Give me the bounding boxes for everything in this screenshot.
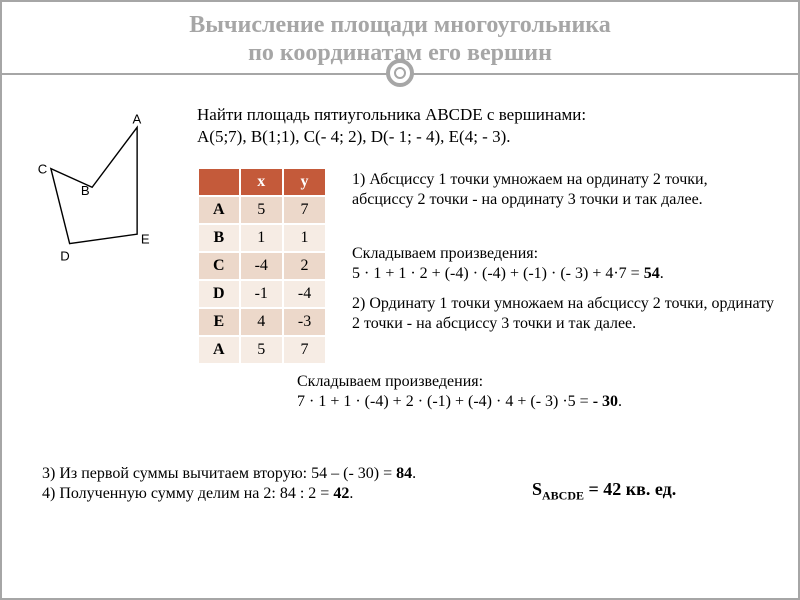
cell-y: -4: [283, 280, 326, 308]
title-line-1: Вычисление площади многоугольника: [22, 12, 778, 40]
row-key: D: [198, 280, 240, 308]
sum-2-label: Складываем произведения:: [297, 373, 483, 390]
sum-1-block: Складываем произведения: 5 · 1 + 1 · 2 +…: [352, 244, 782, 284]
cell-y: 7: [283, 336, 326, 364]
sum-2-expr: 7 · 1 + 1 · (-4) + 2 · (-1) + (-4) · 4 +…: [297, 393, 593, 410]
answer-subscript: ABCDE: [542, 489, 584, 503]
vertex-label-b: B: [81, 183, 90, 198]
divider-ornament-icon: [386, 59, 414, 87]
step-4-period: .: [349, 485, 353, 502]
table-header-row: x y: [198, 168, 326, 196]
row-key: C: [198, 252, 240, 280]
step-3-result: 84: [396, 465, 412, 482]
sum-1-period: .: [660, 265, 664, 282]
sum-1-label: Складываем произведения:: [352, 245, 538, 262]
cell-x: 1: [240, 224, 283, 252]
pentagon-diagram: A B C D E: [34, 112, 184, 272]
step-3-period: .: [412, 465, 416, 482]
cell-y: -3: [283, 308, 326, 336]
cell-x: 5: [240, 336, 283, 364]
answer-value: = 42 кв. ед.: [584, 479, 676, 499]
table-row: B11: [198, 224, 326, 252]
answer-symbol: S: [532, 479, 542, 499]
sum-2-block: Складываем произведения: 7 · 1 + 1 · (-4…: [297, 372, 787, 412]
sum-2-result: - 30: [593, 393, 618, 410]
cell-y: 2: [283, 252, 326, 280]
final-answer: SABCDE = 42 кв. ед.: [532, 479, 676, 504]
problem-line-2: А(5;7), В(1;1), С(- 4; 2), D(- 1; - 4), …: [197, 127, 511, 146]
vertex-label-a: A: [132, 112, 141, 127]
table-row: A57: [198, 336, 326, 364]
col-x: x: [240, 168, 283, 196]
row-key: B: [198, 224, 240, 252]
table-row: D-1-4: [198, 280, 326, 308]
vertex-label-c: C: [38, 161, 47, 176]
table-row: A57: [198, 196, 326, 224]
vertex-label-d: D: [60, 248, 69, 263]
problem-line-1: Найти площадь пятиугольника АВСDE с верш…: [197, 105, 586, 124]
header-region: Вычисление площади многоугольника по коо…: [2, 2, 798, 75]
sum-2-period: .: [618, 393, 622, 410]
vertex-label-e: E: [141, 232, 150, 247]
cell-x: 4: [240, 308, 283, 336]
sum-1-expr: 5 · 1 + 1 · 2 + (-4) · (-4) + (-1) · (- …: [352, 265, 644, 282]
slide-frame: Вычисление площади многоугольника по коо…: [0, 0, 800, 600]
table-row: C-42: [198, 252, 326, 280]
row-key: A: [198, 336, 240, 364]
cell-x: -4: [240, 252, 283, 280]
step-4-result: 42: [333, 485, 349, 502]
cell-y: 7: [283, 196, 326, 224]
cell-x: 5: [240, 196, 283, 224]
steps-3-4-block: 3) Из первой суммы вычитаем вторую: 54 –…: [42, 464, 542, 504]
coordinates-table: x y A57B11C-42D-1-4E4-3A57: [197, 167, 327, 365]
col-blank: [198, 168, 240, 196]
step-1-text: 1) Абсциссу 1 точки умножаем на ординату…: [352, 170, 772, 210]
problem-statement: Найти площадь пятиугольника АВСDE с верш…: [197, 104, 777, 148]
table-row: E4-3: [198, 308, 326, 336]
row-key: A: [198, 196, 240, 224]
step-3-pre: 3) Из первой суммы вычитаем вторую: 54 –…: [42, 465, 396, 482]
col-y: y: [283, 168, 326, 196]
sum-1-result: 54: [644, 265, 660, 282]
cell-y: 1: [283, 224, 326, 252]
step-2-text: 2) Ординату 1 точки умножаем на абсциссу…: [352, 294, 782, 334]
cell-x: -1: [240, 280, 283, 308]
row-key: E: [198, 308, 240, 336]
step-4-pre: 4) Полученную сумму делим на 2: 84 : 2 =: [42, 485, 333, 502]
